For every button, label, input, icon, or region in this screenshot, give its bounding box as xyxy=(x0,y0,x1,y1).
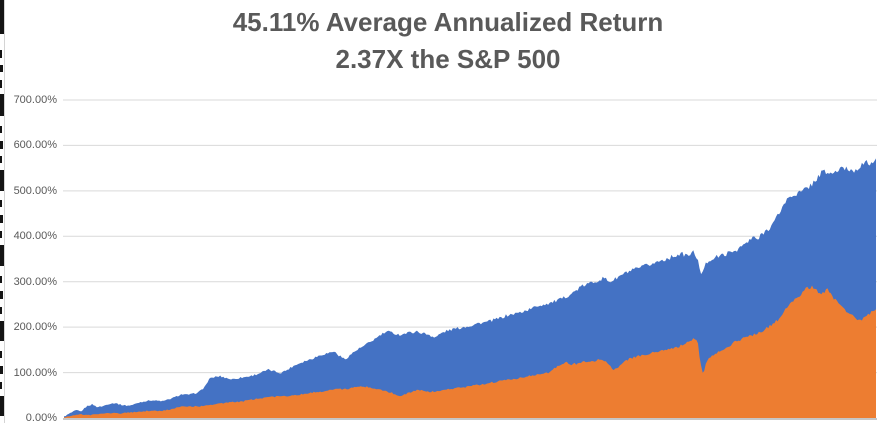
edge-mark xyxy=(0,396,4,416)
chart-title-block: 45.11% Average Annualized Return 2.37X t… xyxy=(0,4,882,78)
edge-mark xyxy=(0,351,2,358)
edge-mark xyxy=(0,231,2,238)
edge-mark xyxy=(0,366,3,374)
orange-area-series xyxy=(64,285,876,418)
edge-mark xyxy=(0,94,4,116)
chart-title: 45.11% Average Annualized Return xyxy=(232,7,664,37)
edge-mark xyxy=(0,50,2,58)
edge-mark xyxy=(0,200,2,207)
edge-mark xyxy=(0,245,4,266)
edge-mark xyxy=(0,170,4,191)
edge-mark xyxy=(0,156,2,163)
edge-mark xyxy=(0,291,3,299)
cropped-left-edge-artifact xyxy=(0,0,6,423)
edge-mark xyxy=(0,0,4,34)
edge-mark xyxy=(0,141,3,149)
edge-mark xyxy=(0,307,2,314)
edge-mark xyxy=(0,321,4,341)
edge-mark xyxy=(0,80,2,88)
edge-mark xyxy=(0,215,3,223)
y-axis-tick-label: 0.00% xyxy=(25,412,57,423)
y-axis-tick-label: 300.00% xyxy=(13,275,57,288)
edge-mark xyxy=(0,65,3,72)
chart-subtitle: 2.37X the S&P 500 xyxy=(335,44,561,74)
edge-mark xyxy=(0,126,2,133)
y-axis-tick-label: 700.00% xyxy=(13,93,57,106)
edge-mark xyxy=(0,382,2,389)
cropped-left-edge-line xyxy=(4,0,5,423)
y-axis-tick-label: 400.00% xyxy=(13,230,57,243)
y-axis-tick-label: 200.00% xyxy=(13,321,57,334)
y-axis-tick-label: 500.00% xyxy=(13,184,57,197)
y-axis-tick-label: 100.00% xyxy=(13,366,57,379)
edge-mark xyxy=(0,276,2,283)
y-axis-tick-label: 600.00% xyxy=(13,139,57,152)
